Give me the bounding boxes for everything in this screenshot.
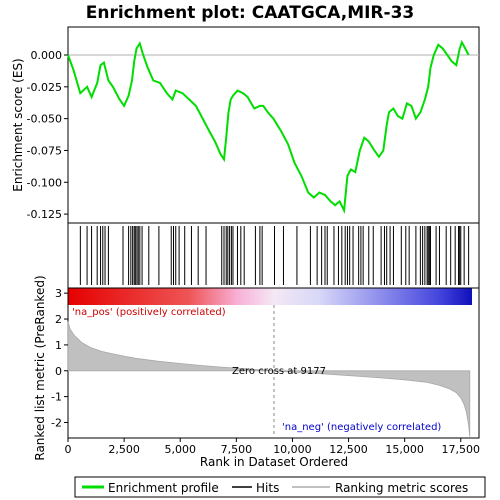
zero-cross-label: Zero cross at 9177 <box>232 366 326 377</box>
chart-title: Enrichment plot: CAATGCA,MIR-33 <box>86 3 415 23</box>
ranking-metric-area <box>67 321 471 437</box>
es-tick-label: -0.025 <box>27 81 62 94</box>
es-panel-frame <box>67 26 480 224</box>
pos-correlated-label: 'na_pos' (positively correlated) <box>72 307 226 318</box>
metric-tick-label: 0 <box>55 365 62 378</box>
es-axis-label: Enrichment score (ES) <box>11 58 25 191</box>
legend-enrichment-label: Enrichment profile <box>108 481 219 495</box>
x-axis-label: Rank in Dataset Ordered <box>200 455 348 469</box>
metric-tick-label: 2 <box>55 313 62 326</box>
legend-box <box>74 476 486 498</box>
metric-tick-label: 3 <box>55 287 62 300</box>
x-tick-label: 5,000 <box>164 443 196 456</box>
metric-plot-area <box>67 305 471 438</box>
rank-color-bar <box>68 288 472 305</box>
es-plot-area <box>67 39 479 214</box>
es-tick-label: -0.050 <box>27 113 62 126</box>
enrichment-profile-line <box>67 39 470 214</box>
metric-tick-label: -2 <box>51 416 62 429</box>
es-tick-label: 0.000 <box>31 49 63 62</box>
metric-axis-label: Ranked list metric (PreRanked) <box>33 275 47 460</box>
x-tick-label: 15,000 <box>385 443 424 456</box>
neg-correlated-label: 'na_neg' (negatively correlated) <box>282 422 441 433</box>
legend-metric-label: Ranking metric scores <box>335 481 468 495</box>
x-tick-label: 10,000 <box>273 443 312 456</box>
es-axis: 0.000 -0.025 -0.050 -0.075 -0.100 -0.125 <box>27 49 68 221</box>
x-tick-label: 7,500 <box>221 443 253 456</box>
hits-panel-frame <box>67 222 480 289</box>
x-tick-label: 0 <box>65 443 72 456</box>
x-tick-label: 17,500 <box>442 443 481 456</box>
es-tick-label: -0.125 <box>27 208 62 221</box>
metric-tick-label: -1 <box>51 391 62 404</box>
rank-x-axis: 0 2,500 5,000 7,500 10,000 12,500 15,000 17,500 <box>65 438 481 456</box>
metric-tick-label: 1 <box>55 339 62 352</box>
es-tick-label: -0.100 <box>27 176 62 189</box>
x-tick-label: 12,500 <box>329 443 368 456</box>
x-tick-label: 2,500 <box>108 443 140 456</box>
metric-y-axis: 3 2 1 0 -1 -2 <box>51 287 68 429</box>
hits-marks <box>79 226 470 285</box>
legend-hits-label: Hits <box>256 481 279 495</box>
es-tick-label: -0.075 <box>27 144 62 157</box>
